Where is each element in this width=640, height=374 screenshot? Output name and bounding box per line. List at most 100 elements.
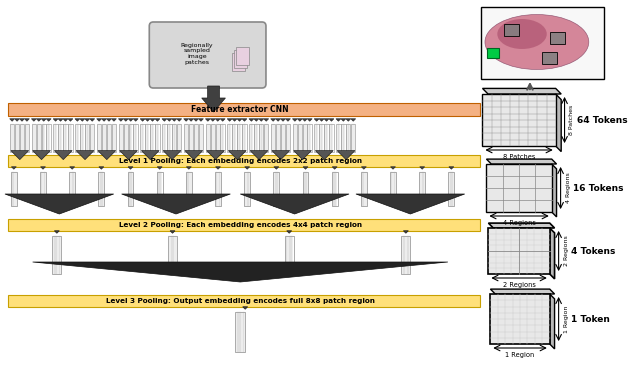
Polygon shape <box>155 119 160 121</box>
Polygon shape <box>346 119 351 121</box>
Bar <box>36 124 41 152</box>
Polygon shape <box>36 119 41 121</box>
Text: 8 Patches: 8 Patches <box>503 154 535 160</box>
Polygon shape <box>244 167 250 169</box>
Bar <box>336 124 340 152</box>
Bar <box>85 124 90 152</box>
Polygon shape <box>157 167 162 169</box>
Polygon shape <box>40 167 45 169</box>
Text: 4 Regions: 4 Regions <box>566 173 570 203</box>
Polygon shape <box>140 119 145 121</box>
Bar <box>58 124 63 152</box>
Polygon shape <box>120 151 138 160</box>
Bar <box>68 124 73 152</box>
Polygon shape <box>46 119 51 121</box>
Bar <box>177 124 181 152</box>
Text: 16 Tokens: 16 Tokens <box>573 184 624 193</box>
Polygon shape <box>486 159 557 164</box>
Bar <box>15 124 19 152</box>
FancyBboxPatch shape <box>149 22 266 88</box>
Bar <box>488 228 550 274</box>
Polygon shape <box>294 151 312 160</box>
Text: 1 Region: 1 Region <box>506 352 534 358</box>
Polygon shape <box>53 119 58 121</box>
Bar <box>69 172 75 206</box>
Bar <box>211 124 215 152</box>
Polygon shape <box>285 119 291 121</box>
Bar <box>167 124 172 152</box>
Bar <box>542 52 557 64</box>
Bar <box>490 294 550 344</box>
Polygon shape <box>133 119 138 121</box>
Bar <box>346 124 351 152</box>
Bar <box>319 124 324 152</box>
Polygon shape <box>329 119 334 121</box>
Bar <box>127 172 134 206</box>
Polygon shape <box>54 151 72 160</box>
Polygon shape <box>141 151 159 160</box>
Text: Level 3 Pooling: Output embedding encodes full 8x8 patch region: Level 3 Pooling: Output embedding encode… <box>106 298 375 304</box>
Polygon shape <box>552 164 557 217</box>
Polygon shape <box>122 194 230 214</box>
Text: Level 2 Pooling: Each embedding encodes 4x4 patch region: Level 2 Pooling: Each embedding encodes … <box>118 222 362 228</box>
Polygon shape <box>250 151 268 160</box>
Bar <box>390 172 396 206</box>
Bar <box>20 124 24 152</box>
Ellipse shape <box>485 15 589 70</box>
Polygon shape <box>280 119 285 121</box>
Polygon shape <box>227 119 232 121</box>
Polygon shape <box>264 119 269 121</box>
Bar <box>157 172 163 206</box>
Polygon shape <box>220 119 225 121</box>
Polygon shape <box>102 119 106 121</box>
Polygon shape <box>302 119 307 121</box>
Bar <box>221 124 225 152</box>
Bar <box>205 124 210 152</box>
Polygon shape <box>111 119 116 121</box>
Polygon shape <box>332 167 337 169</box>
Bar <box>10 124 14 152</box>
Text: 4 Regions: 4 Regions <box>502 220 536 226</box>
Bar <box>11 172 17 206</box>
Bar <box>351 124 355 152</box>
Polygon shape <box>556 94 561 151</box>
Bar <box>8 155 479 167</box>
Polygon shape <box>84 119 90 121</box>
Bar <box>341 124 346 152</box>
Polygon shape <box>202 86 225 112</box>
Bar <box>129 124 133 152</box>
Polygon shape <box>341 119 346 121</box>
Polygon shape <box>97 119 102 121</box>
Polygon shape <box>276 119 280 121</box>
Polygon shape <box>550 294 555 349</box>
Bar <box>236 312 245 352</box>
Bar <box>52 236 61 274</box>
Bar <box>107 124 111 152</box>
Polygon shape <box>550 228 555 279</box>
Polygon shape <box>483 88 561 94</box>
Bar <box>194 124 198 152</box>
Bar <box>42 124 46 152</box>
Bar <box>162 124 166 152</box>
Bar <box>145 124 150 152</box>
Bar <box>303 124 307 152</box>
Polygon shape <box>274 167 279 169</box>
Polygon shape <box>11 151 29 160</box>
Polygon shape <box>390 167 396 169</box>
Bar <box>63 124 68 152</box>
Text: Regionally
sampled
image
patches: Regionally sampled image patches <box>180 43 213 65</box>
Polygon shape <box>106 119 111 121</box>
Polygon shape <box>324 119 329 121</box>
Bar <box>168 236 177 274</box>
Bar <box>254 124 259 152</box>
Bar <box>8 103 479 116</box>
Text: Level 1 Pooling: Each embedding encodes 2x2 patch region: Level 1 Pooling: Each embedding encodes … <box>118 158 362 164</box>
Bar <box>215 172 221 206</box>
Bar <box>292 124 297 152</box>
Polygon shape <box>211 119 215 121</box>
Bar <box>314 124 319 152</box>
Polygon shape <box>68 119 73 121</box>
Polygon shape <box>240 194 349 214</box>
Bar <box>449 172 454 206</box>
Bar <box>8 219 479 231</box>
